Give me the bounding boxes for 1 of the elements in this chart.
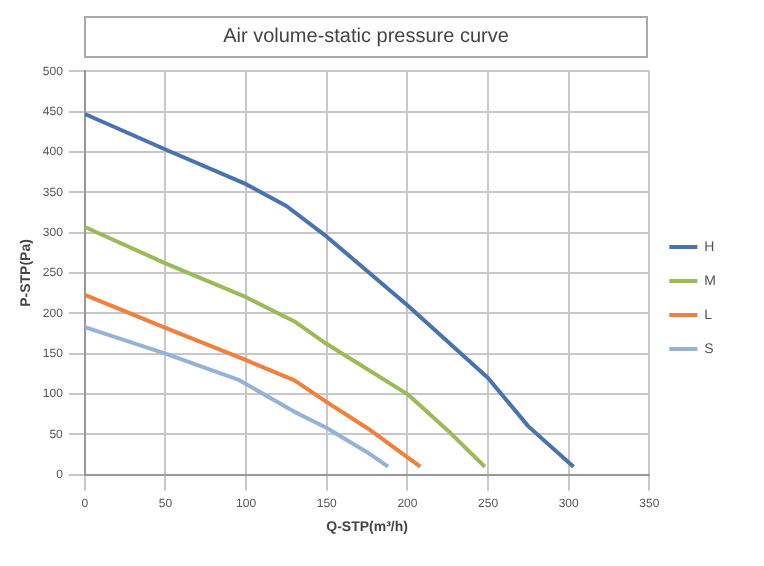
chart-title: Air volume-static pressure curve [84, 16, 648, 58]
